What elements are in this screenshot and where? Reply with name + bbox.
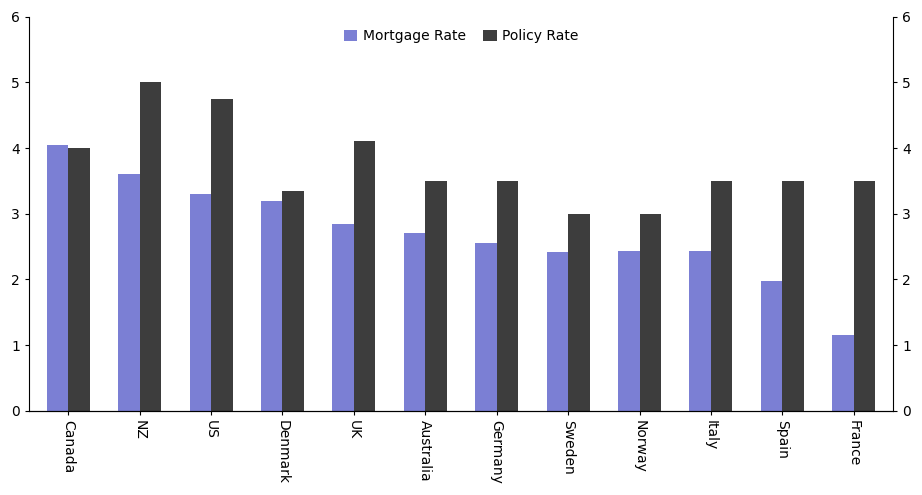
Bar xyxy=(497,181,518,411)
Bar xyxy=(118,174,140,411)
Bar xyxy=(711,181,732,411)
Bar xyxy=(761,282,782,411)
Bar xyxy=(190,194,211,411)
Bar xyxy=(354,142,375,411)
Bar xyxy=(833,335,854,411)
Bar xyxy=(404,234,425,411)
Bar xyxy=(261,200,282,411)
Bar xyxy=(547,252,568,411)
Bar xyxy=(211,99,232,411)
Bar xyxy=(854,181,875,411)
Bar xyxy=(68,148,89,411)
Bar xyxy=(690,251,711,411)
Bar xyxy=(782,181,804,411)
Bar xyxy=(282,191,304,411)
Bar xyxy=(47,145,68,411)
Bar xyxy=(640,214,661,411)
Bar xyxy=(618,251,640,411)
Bar xyxy=(425,181,447,411)
Bar xyxy=(140,82,161,411)
Bar xyxy=(568,214,589,411)
Bar xyxy=(475,244,497,411)
Bar xyxy=(333,224,354,411)
Legend: Mortgage Rate, Policy Rate: Mortgage Rate, Policy Rate xyxy=(338,24,584,49)
